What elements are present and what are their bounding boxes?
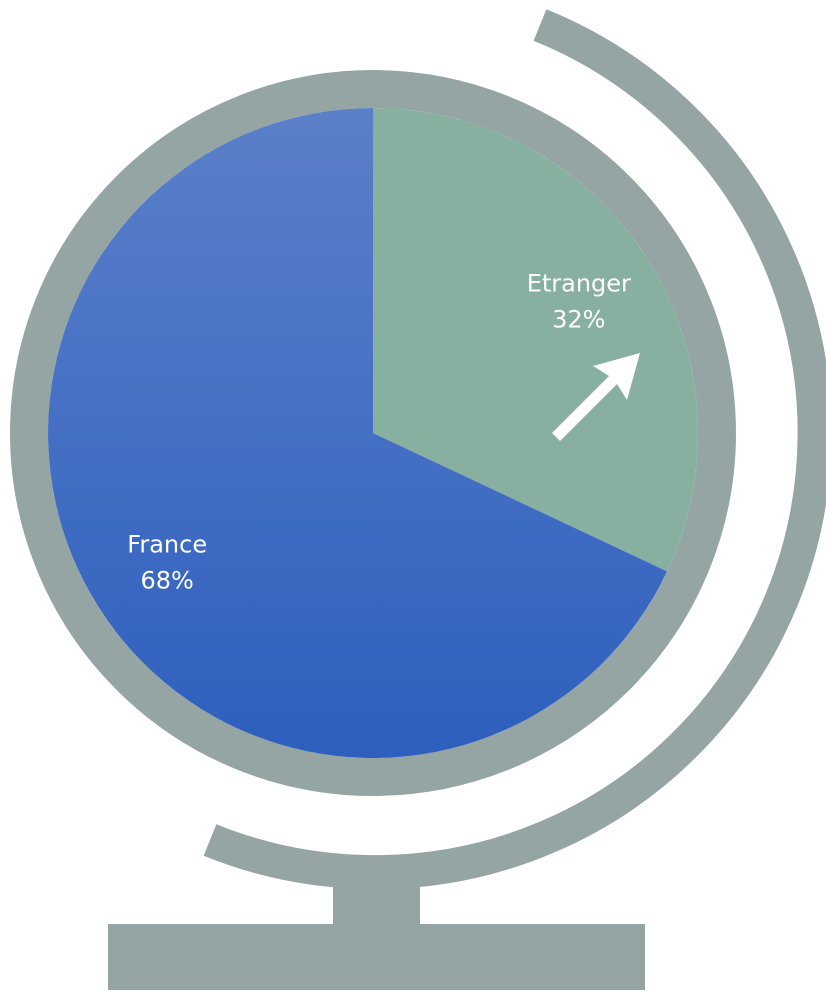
meridian-arc — [203, 9, 826, 890]
slice-category-label: France — [127, 531, 207, 559]
slice-value-label: 32% — [552, 305, 605, 333]
slice-value-label: 68% — [141, 567, 194, 595]
slice-category-label: Etranger — [527, 269, 631, 297]
pie-labels: Etranger 32% France 68% — [127, 269, 631, 594]
stand-base — [108, 924, 645, 990]
globe-frame — [10, 9, 826, 990]
arrow-icon — [548, 353, 640, 441]
pie — [48, 108, 698, 758]
pie-slice — [48, 108, 668, 758]
pie-slice — [373, 108, 698, 572]
stand-neck — [333, 872, 420, 930]
globe-ring — [10, 70, 736, 796]
